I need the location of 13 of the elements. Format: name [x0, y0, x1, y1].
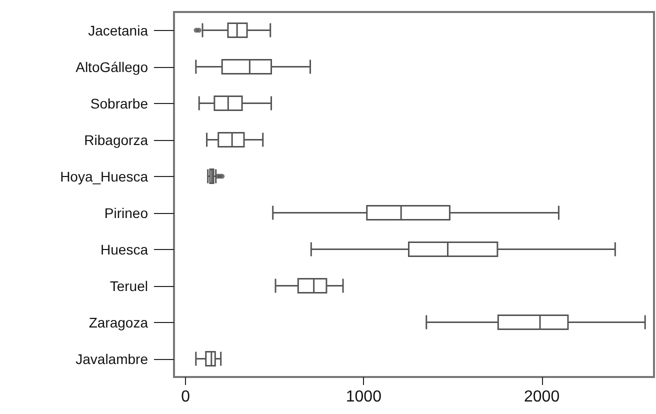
y-tick-label: Javalambre — [76, 350, 148, 367]
x-tick-label: 2000 — [524, 388, 560, 406]
y-tick-label: Jacetania — [88, 22, 148, 38]
y-tick-label: Zaragoza — [88, 314, 148, 330]
y-tick-label: Hoya_Huesca — [60, 168, 148, 184]
y-tick-label: Ribagorza — [84, 132, 148, 148]
x-tick-label: 1000 — [346, 388, 382, 406]
x-tick-label: 0 — [181, 388, 190, 406]
y-tick-label: AltoGállego — [76, 58, 148, 75]
y-tick-label: Pirineo — [104, 204, 148, 221]
y-tick-label: Sobrarbe — [90, 95, 148, 112]
y-tick-label: Huesca — [100, 241, 148, 258]
y-tick-label: Teruel — [110, 278, 148, 294]
